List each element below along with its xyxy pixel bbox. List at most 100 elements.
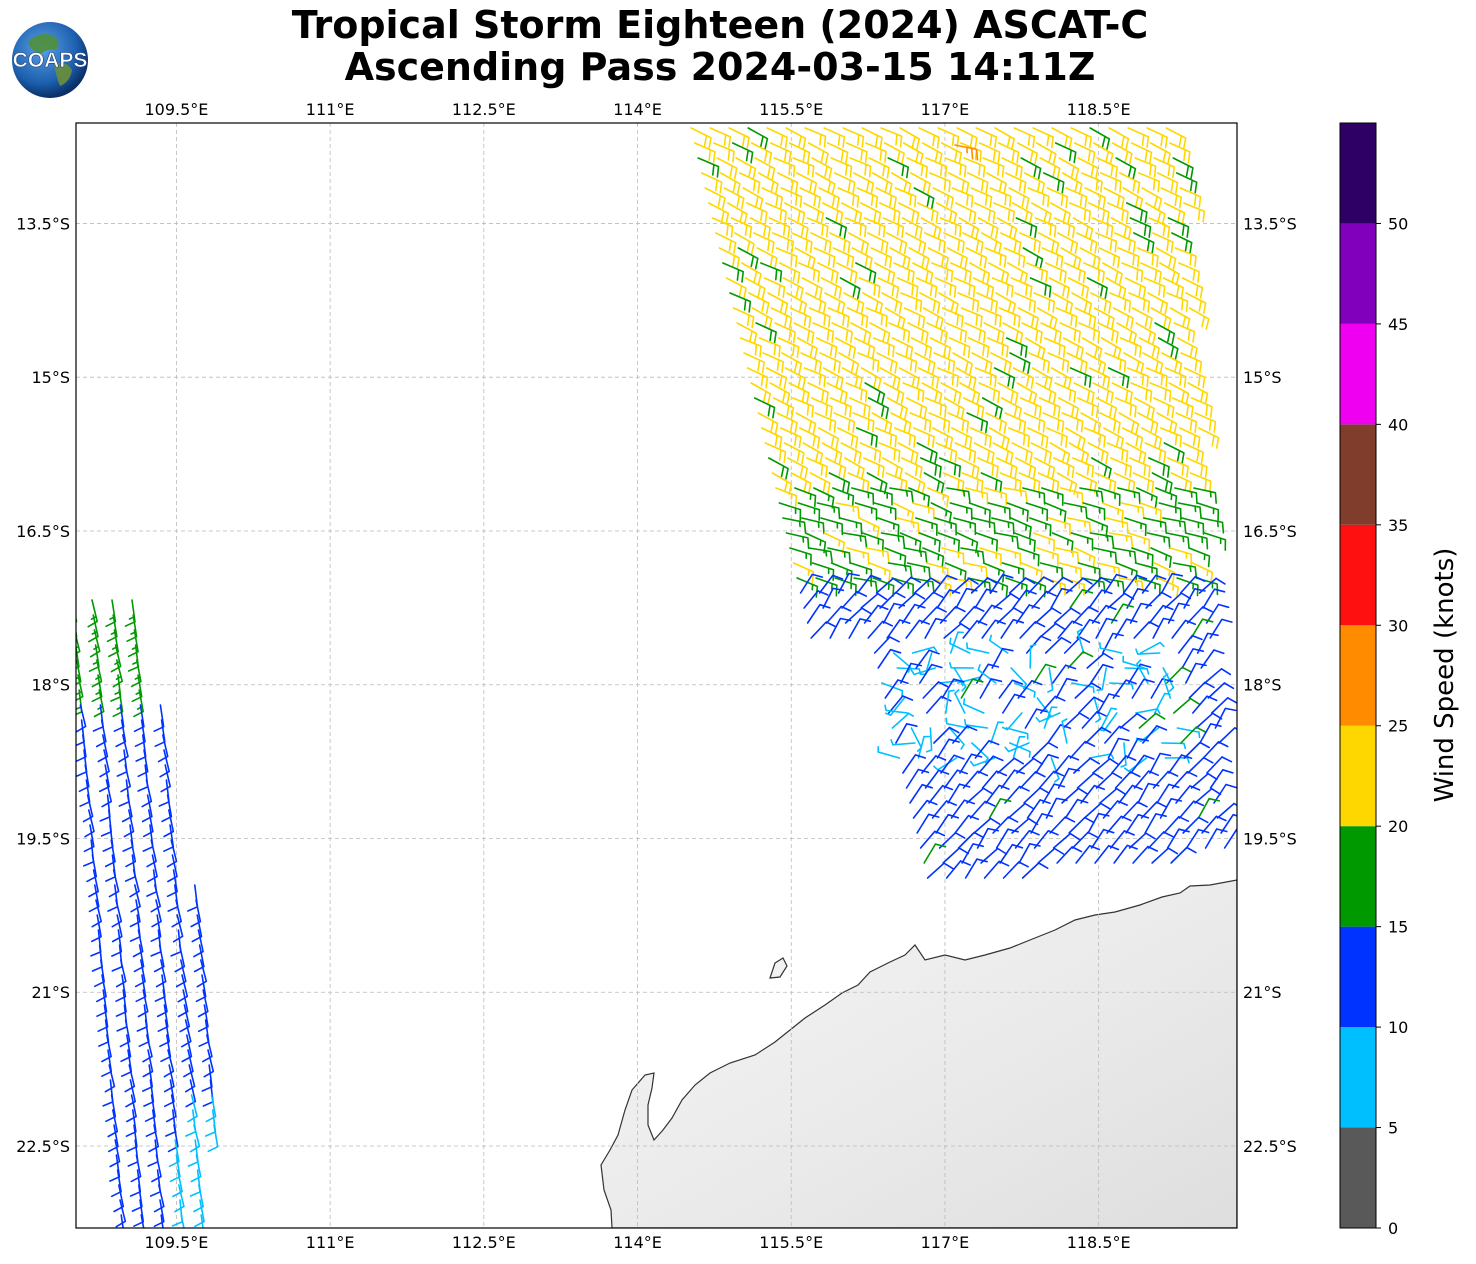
lon-tick-label: 111°E: [306, 100, 355, 119]
wind-barb: [926, 695, 952, 714]
wind-barb: [1003, 247, 1026, 268]
wind-barb: [969, 262, 991, 285]
wind-barb: [813, 247, 836, 268]
wind-barb: [697, 157, 720, 178]
wind-barb: [1160, 427, 1182, 448]
wind-barb: [202, 1079, 214, 1107]
wind-barb: [922, 547, 945, 568]
wind-barb: [981, 232, 1002, 255]
wind-barb: [986, 172, 1007, 195]
wind-barb: [102, 1079, 114, 1107]
wind-barb: [130, 884, 141, 913]
wind-barb: [739, 337, 762, 358]
wind-barb: [891, 172, 912, 195]
wind-barb: [898, 202, 920, 224]
wind-barb: [860, 367, 882, 390]
wind-barb: [1125, 442, 1147, 465]
wind-barb: [936, 738, 960, 759]
wind-barb: [1042, 783, 1066, 804]
wind-barb: [822, 202, 844, 224]
wind-barb: [118, 779, 130, 807]
wind-barb: [1111, 142, 1133, 165]
wind-barb: [806, 217, 829, 238]
wind-barb: [150, 884, 161, 913]
wind-barb: [971, 352, 993, 375]
wind-barb: [969, 800, 996, 819]
wind-barb: [146, 869, 158, 897]
wind-barb: [1139, 502, 1162, 522]
wind-barb: [1166, 828, 1190, 849]
wind-barb: [829, 617, 852, 639]
lat-tick-label: 21°S: [1243, 983, 1282, 1002]
wind-barb: [989, 573, 1014, 594]
wind-barb: [1067, 277, 1089, 299]
wind-barb: [810, 397, 833, 418]
wind-barb: [153, 1184, 165, 1213]
wind-barb: [869, 322, 891, 345]
wind-barb: [921, 755, 947, 774]
wind-barb: [830, 157, 853, 178]
wind-barb: [116, 1004, 128, 1032]
wind-barb: [858, 277, 881, 298]
wind-barb: [924, 232, 946, 253]
wind-barb: [991, 517, 1015, 535]
wind-barb: [901, 217, 923, 240]
wind-barb: [1120, 742, 1127, 768]
wind-barb: [756, 247, 778, 270]
wind-barb: [1106, 815, 1132, 834]
wind-barb: [963, 157, 986, 178]
wind-barb: [1128, 292, 1151, 313]
wind-barb: [981, 619, 1006, 639]
wind-barb: [1136, 247, 1159, 268]
wind-barb: [1050, 757, 1060, 783]
wind-barb: [734, 232, 755, 255]
wind-barb: [816, 502, 841, 520]
wind-barb: [120, 1214, 124, 1228]
wind-barb: [1117, 487, 1141, 505]
wind-barb: [1068, 442, 1090, 465]
wind-barb: [1181, 277, 1204, 299]
wind-barb: [853, 577, 878, 593]
wind-barb: [1039, 157, 1061, 180]
wind-barb: [1023, 412, 1046, 433]
wind-barb: [905, 397, 928, 419]
wind-barb: [997, 757, 1024, 774]
wind-barb: [1062, 337, 1084, 360]
wind-barb: [960, 307, 983, 328]
wind-barb: [1177, 502, 1202, 519]
wind-barb: [973, 817, 1001, 834]
wind-barb: [948, 727, 965, 750]
wind-barb: [944, 157, 967, 178]
wind-barb: [919, 292, 941, 315]
wind-barb: [877, 746, 901, 759]
wind-barb: [1199, 723, 1222, 744]
wind-barb: [1203, 532, 1227, 551]
wind-barb: [964, 858, 988, 879]
coaps-logo: COAPS: [12, 22, 88, 98]
wind-barb: [978, 755, 1004, 774]
wind-barb: [763, 277, 786, 299]
wind-barb: [1031, 590, 1057, 609]
wind-barb: [908, 247, 930, 270]
wind-barb: [189, 1169, 201, 1197]
wind-barb: [1189, 472, 1212, 493]
wind-barb: [1073, 142, 1096, 164]
wind-barb: [998, 547, 1022, 565]
wind-barb: [1091, 457, 1112, 480]
wind-barb: [111, 944, 123, 972]
wind-barb: [884, 679, 909, 699]
wind-barb: [189, 1124, 201, 1153]
wind-barb: [981, 397, 1003, 420]
wind-barb: [1072, 457, 1094, 478]
wind-barb: [769, 382, 791, 405]
wind-barb: [891, 337, 914, 359]
wind-barb: [957, 292, 980, 313]
lat-tick-label: 13.5°S: [16, 214, 70, 233]
wind-barb: [820, 277, 842, 299]
wind-barb: [928, 784, 954, 804]
wind-barb: [952, 352, 973, 375]
wind-barb: [912, 262, 934, 285]
wind-barb: [160, 764, 171, 793]
wind-barb: [200, 1214, 204, 1228]
wind-barb: [908, 487, 930, 508]
